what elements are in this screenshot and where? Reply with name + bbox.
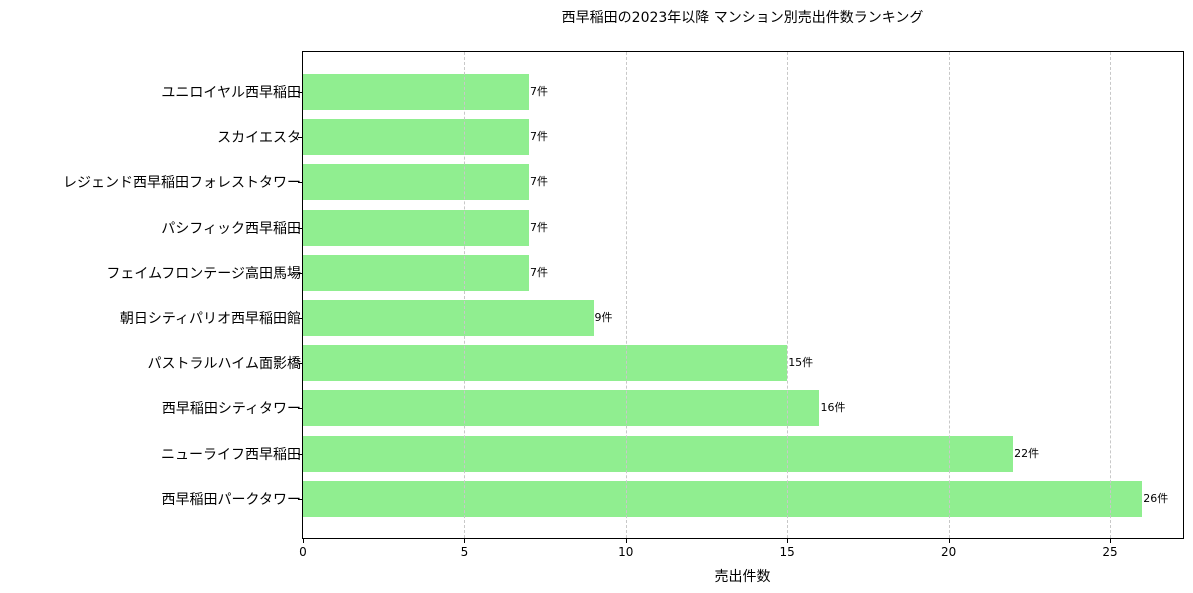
y-tick: [298, 182, 303, 184]
y-category-label: スカイエスタ: [217, 130, 301, 147]
bar: [303, 209, 529, 246]
bar-value-label: 22件: [1014, 446, 1040, 460]
gridline: [625, 52, 627, 538]
bar-value-label: 7件: [529, 220, 548, 234]
bar: [303, 254, 529, 291]
x-tick: [464, 538, 466, 543]
bar-value-label: 7件: [529, 85, 548, 98]
gridline: [948, 52, 950, 538]
y-tick: [298, 318, 303, 319]
bar: [303, 300, 594, 336]
y-tick: [298, 453, 303, 455]
gridline: [1110, 52, 1111, 538]
x-tick: [948, 538, 950, 543]
bar-value-label: 7件: [529, 265, 548, 279]
y-tick: [298, 498, 303, 500]
y-category-label: フェイムフロンテージ高田馬場: [106, 265, 301, 282]
y-tick: [298, 408, 303, 410]
y-tick: [298, 363, 303, 365]
x-tick-label: 0: [299, 545, 307, 559]
bar-value-label: 9件: [594, 311, 613, 324]
y-category-label: レジェンド西早稲田フォレストタワー: [63, 175, 301, 192]
x-axis-label: 売出件数: [714, 569, 771, 585]
y-category-label: ユニロイヤル西早稲田: [161, 85, 301, 101]
y-tick: [298, 92, 303, 93]
y-category-label: パシフィック西早稲田: [161, 220, 301, 237]
y-category-label: ニューライフ西早稲田: [161, 446, 301, 463]
bar-value-label: 15件: [788, 356, 814, 370]
bar: [303, 119, 529, 156]
bar: [303, 435, 1014, 472]
y-tick: [298, 137, 303, 139]
y-category-label: パストラルハイム面影橋: [147, 356, 301, 373]
bar: [303, 164, 529, 201]
y-tick: [298, 227, 303, 229]
bar: [303, 345, 788, 382]
x-tick: [303, 538, 304, 543]
gridline: [787, 52, 789, 538]
y-category-label: 西早稲田パークタワー: [161, 491, 301, 508]
chart-title: 西早稲田の2023年以降 マンション別売出件数ランキング: [561, 10, 924, 26]
x-tick-label: 20: [940, 545, 957, 559]
x-tick: [1110, 538, 1111, 543]
x-tick: [625, 538, 627, 543]
y-category-label: 西早稲田シティタワー: [161, 401, 301, 418]
x-tick-label: 25: [1102, 545, 1118, 559]
bar-value-label: 16件: [820, 401, 846, 415]
bar: [303, 390, 820, 427]
y-category-label: 朝日シティパリオ西早稲田館: [119, 311, 301, 327]
bar: [303, 480, 1143, 517]
x-tick-label: 10: [618, 545, 634, 559]
bar-value-label: 26件: [1143, 491, 1169, 505]
x-tick-label: 15: [779, 545, 795, 559]
bar-value-label: 7件: [529, 175, 548, 189]
x-tick-label: 5: [460, 545, 469, 559]
gridline: [464, 52, 466, 538]
bar: [303, 74, 529, 110]
x-tick: [787, 538, 789, 543]
plot-area: 0 5 10 15 20 25 7件 7件 7件 7件 7件 9件 15件 16件 22件 26件: [298, 51, 1184, 559]
y-tick: [298, 272, 303, 274]
bar-value-label: 7件: [529, 130, 548, 144]
